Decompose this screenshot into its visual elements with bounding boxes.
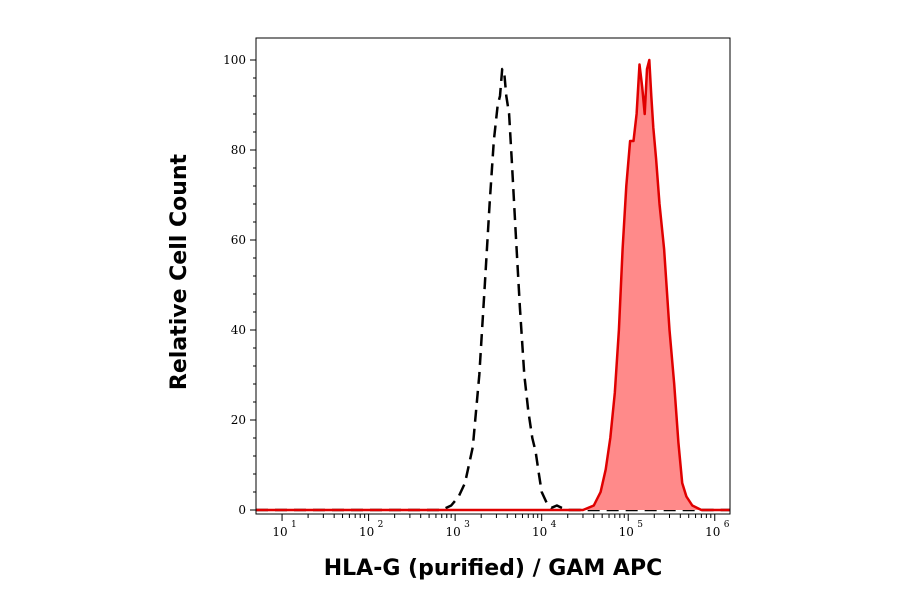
x-tick-label-exponent: 4 xyxy=(551,520,557,530)
x-tick-label-base: 10 xyxy=(705,525,720,539)
series-2-fill xyxy=(256,60,730,510)
x-axis-title: HLA-G (purified) / GAM APC xyxy=(324,556,662,581)
x-tick-label-base: 10 xyxy=(532,525,547,539)
x-tick-label-exponent: 5 xyxy=(637,520,643,530)
plot-area xyxy=(256,58,730,512)
x-tick-label-exponent: 2 xyxy=(378,520,384,530)
series-1-line xyxy=(256,67,730,512)
y-tick-label: 40 xyxy=(231,323,246,337)
x-tick-label-base: 10 xyxy=(619,525,634,539)
y-tick-label: 100 xyxy=(223,53,246,67)
y-tick-label: 0 xyxy=(238,503,246,517)
y-tick-label: 80 xyxy=(231,143,246,157)
x-tick-label-exponent: 6 xyxy=(724,520,730,530)
series-2-line xyxy=(256,58,730,512)
x-tick-label-base: 10 xyxy=(445,525,460,539)
x-tick-label-base: 10 xyxy=(359,525,374,539)
y-axis-title: Relative Cell Count xyxy=(167,153,192,390)
x-tick-label-base: 10 xyxy=(272,525,287,539)
x-tick-label-exponent: 3 xyxy=(464,520,470,530)
x-tick-label-exponent: 1 xyxy=(291,520,297,530)
y-tick-label: 20 xyxy=(231,413,246,427)
y-tick-label: 60 xyxy=(231,233,246,247)
